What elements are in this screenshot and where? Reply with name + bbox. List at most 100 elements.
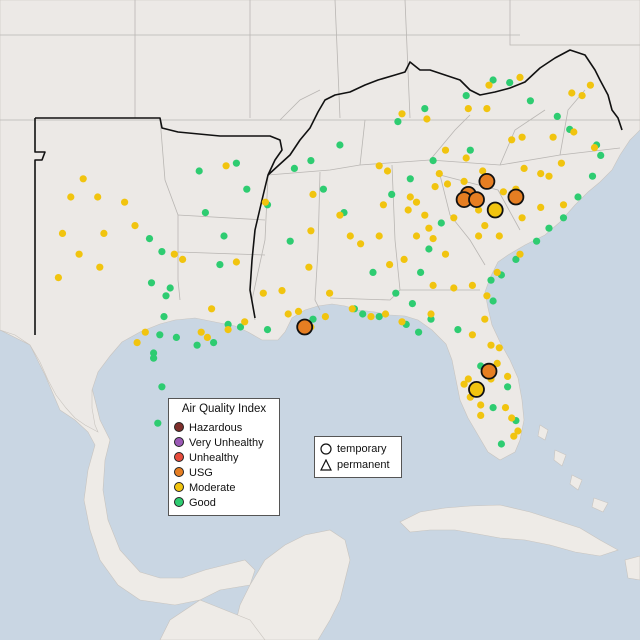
monitor-dot-moderate bbox=[516, 250, 524, 258]
monitor-dot-moderate bbox=[460, 177, 468, 185]
monitor-dot-moderate bbox=[464, 105, 472, 113]
monitor-dot-moderate bbox=[495, 344, 503, 352]
monitor-dot-good bbox=[504, 383, 512, 391]
monitor-dot-good bbox=[489, 404, 497, 412]
monitor-marker-usg[interactable] bbox=[478, 172, 496, 190]
monitor-dot-moderate bbox=[423, 115, 431, 123]
monitor-dot-good bbox=[150, 349, 158, 357]
monitor-dot-moderate bbox=[549, 133, 557, 141]
monitor-dot-moderate bbox=[518, 133, 526, 141]
monitor-dot-good bbox=[574, 193, 582, 201]
small-monitor-dots bbox=[54, 73, 605, 448]
usg-swatch-icon bbox=[174, 467, 184, 477]
monitor-dot-moderate bbox=[398, 110, 406, 118]
monitor-dot-moderate bbox=[537, 170, 545, 178]
aqi-legend: Air Quality Index Hazardous Very Unhealt… bbox=[168, 398, 280, 516]
monitor-dot-moderate bbox=[501, 404, 510, 412]
monitor-dot-good bbox=[359, 310, 367, 318]
triangle-icon bbox=[320, 459, 332, 471]
monitor-dot-good bbox=[336, 141, 344, 149]
monitor-dot-good bbox=[162, 292, 170, 300]
monitor-dot-good bbox=[506, 79, 514, 87]
monitor-dot-good bbox=[150, 354, 158, 362]
monitor-dot-good bbox=[154, 419, 162, 427]
monitor-dot-moderate bbox=[375, 232, 383, 240]
monitor-dot-good bbox=[201, 209, 209, 217]
monitor-dot-moderate bbox=[441, 146, 450, 154]
monitor-dot-good bbox=[286, 237, 294, 245]
monitor-dot-good bbox=[158, 248, 166, 256]
monitor-dot-moderate bbox=[224, 326, 232, 334]
monitor-dot-good bbox=[236, 323, 245, 331]
monitor-marker-usg[interactable] bbox=[296, 318, 314, 336]
monitor-dot-moderate bbox=[514, 427, 522, 435]
monitor-dot-moderate bbox=[435, 170, 443, 178]
monitor-dot-good bbox=[307, 157, 315, 165]
monitor-dot-moderate bbox=[485, 81, 493, 89]
monitor-marker-usg[interactable] bbox=[468, 191, 485, 209]
monitor-dot-moderate bbox=[510, 432, 518, 440]
monitor-dot-good bbox=[216, 261, 224, 269]
monitor-dot-good bbox=[195, 167, 203, 175]
monitor-dot-moderate bbox=[487, 341, 495, 349]
monitor-dot-moderate bbox=[170, 250, 178, 258]
monitor-dot-moderate bbox=[261, 198, 269, 206]
monitor-dot-moderate bbox=[131, 222, 139, 230]
monitor-dot-moderate bbox=[557, 159, 566, 167]
monitor-dot-good bbox=[489, 76, 497, 84]
monitor-dot-good bbox=[243, 185, 251, 193]
monitor-dot-good bbox=[408, 300, 416, 308]
monitor-dot-moderate bbox=[475, 232, 483, 240]
monitor-dot-good bbox=[375, 313, 383, 321]
monitor-dot-moderate bbox=[483, 292, 491, 300]
good-swatch-icon bbox=[174, 497, 184, 507]
monitor-marker-moderate[interactable] bbox=[468, 380, 485, 398]
monitor-dot-good bbox=[454, 326, 462, 334]
monitor-dot-good bbox=[224, 320, 232, 328]
monitor-marker-moderate[interactable] bbox=[486, 201, 504, 219]
monitor-dot-moderate bbox=[305, 263, 313, 271]
monitor-dot-moderate bbox=[545, 172, 553, 180]
monitor-dot-moderate bbox=[208, 305, 216, 313]
monitor-dot-moderate bbox=[429, 235, 437, 243]
circle-icon bbox=[320, 443, 332, 455]
monitor-dot-moderate bbox=[383, 167, 392, 175]
monitor-dot-good bbox=[512, 255, 520, 263]
monitor-dot-moderate bbox=[346, 232, 354, 240]
monitor-dot-moderate bbox=[386, 261, 394, 269]
monitor-dot-moderate bbox=[499, 188, 507, 196]
monitor-dot-moderate bbox=[321, 313, 329, 321]
monitor-dot-good bbox=[369, 268, 377, 276]
monitor-dot-moderate bbox=[307, 227, 315, 235]
monitor-dot-moderate bbox=[141, 328, 149, 336]
monitor-dot-moderate bbox=[590, 144, 599, 152]
monitor-dot-moderate bbox=[508, 136, 516, 144]
monitor-dot-moderate bbox=[133, 339, 141, 347]
monitor-dot-good bbox=[533, 237, 541, 245]
monitor-dot-moderate bbox=[518, 214, 526, 222]
central-america-land bbox=[159, 599, 266, 640]
monitor-dot-good bbox=[421, 105, 429, 113]
monitor-dot-moderate bbox=[232, 258, 240, 266]
monitor-dot-moderate bbox=[559, 201, 568, 209]
monitor-dot-good bbox=[160, 313, 168, 321]
monitor-dot-moderate bbox=[381, 310, 390, 318]
monitor-dot-moderate bbox=[520, 164, 528, 172]
unhealthy-swatch-icon bbox=[174, 452, 184, 462]
monitor-dot-moderate bbox=[427, 310, 435, 318]
monitor-dot-moderate bbox=[481, 222, 489, 230]
monitor-marker-usg[interactable] bbox=[480, 362, 498, 380]
monitor-dot-good bbox=[392, 289, 400, 297]
monitor-dot-moderate bbox=[179, 255, 187, 263]
monitor-dot-moderate bbox=[100, 229, 108, 237]
monitor-dot-moderate bbox=[493, 359, 501, 367]
monitor-marker-usg[interactable] bbox=[507, 188, 525, 206]
monitor-dot-moderate bbox=[479, 167, 487, 175]
very-unhealthy-swatch-icon bbox=[174, 437, 184, 447]
monitor-dot-moderate bbox=[259, 289, 267, 297]
monitor-dot-good bbox=[588, 172, 597, 180]
hazardous-swatch-icon bbox=[174, 422, 184, 432]
monitor-dot-good bbox=[417, 268, 425, 276]
monitor-dot-good bbox=[210, 339, 218, 347]
